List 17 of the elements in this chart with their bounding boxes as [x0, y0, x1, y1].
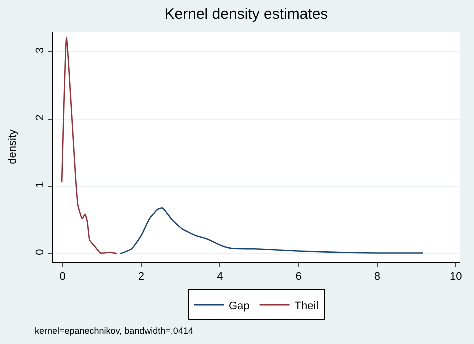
x-tick-label: 2 — [138, 271, 145, 284]
x-tick-label: 4 — [217, 271, 224, 284]
legend-label: Gap — [229, 300, 250, 312]
x-tick-label: 8 — [374, 271, 380, 284]
y-tick-label: 1 — [34, 182, 47, 188]
y-tick-label: 0 — [34, 249, 47, 256]
legend-label: Theil — [294, 300, 319, 312]
x-tick-label: 10 — [450, 271, 462, 284]
y-tick-label: 3 — [34, 47, 47, 54]
line-series — [61, 37, 118, 255]
text: kernel=epanechnikov, bandwidth=.0414 — [35, 326, 194, 336]
chart-title: Kernel density estimates — [164, 6, 328, 24]
x-tick-label: 6 — [296, 271, 302, 284]
y-tick-label: 2 — [34, 114, 47, 121]
line-series — [120, 208, 424, 255]
y-axis-title: density — [7, 129, 20, 164]
x-tick-label: 0 — [60, 271, 66, 284]
